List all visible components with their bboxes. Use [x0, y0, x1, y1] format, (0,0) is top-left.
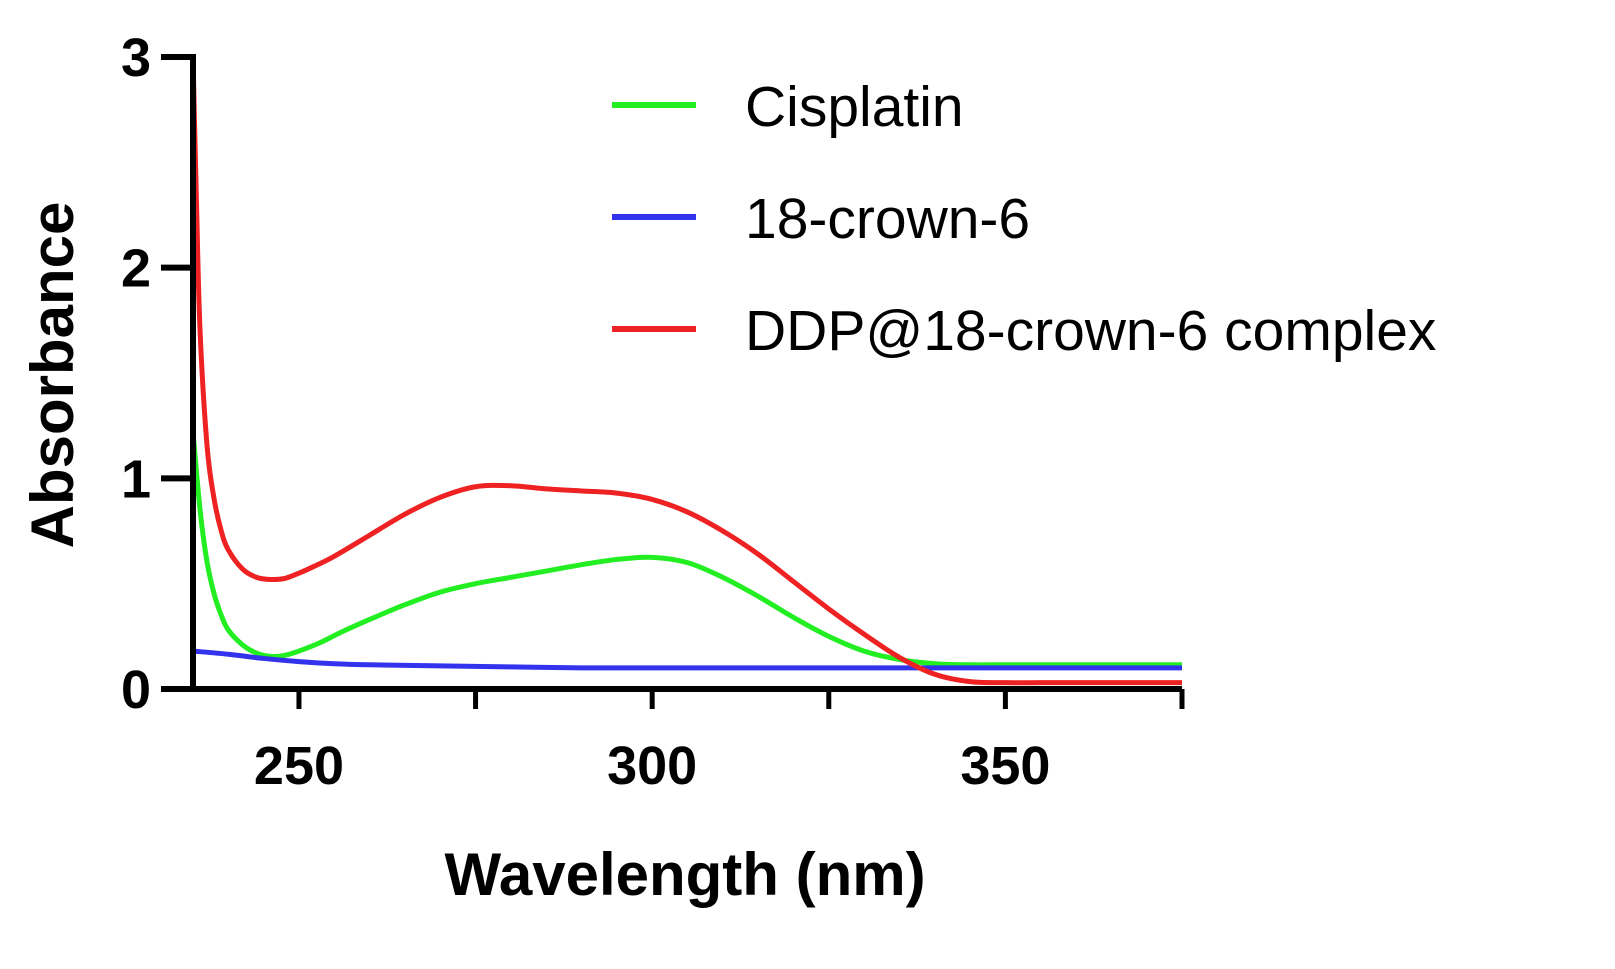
- plot-area: [190, 56, 1182, 686]
- legend-label-3: DDP@18-crown-6 complex: [745, 299, 1436, 363]
- series-line-1: [190, 431, 1182, 668]
- y-tick-label: 1: [121, 449, 151, 509]
- x-tick-label: 300: [607, 736, 697, 796]
- series-line-2: [192, 648, 1182, 671]
- y-tick-label: 0: [121, 660, 151, 720]
- axes: 0 1 2 3 250 300 350: [121, 28, 1185, 796]
- x-tick-label: 250: [254, 736, 344, 796]
- x-axis-title: Wavelength (nm): [444, 841, 925, 908]
- legend-label-1: Cisplatin: [745, 75, 964, 139]
- legend: Cisplatin 18-crown-6 DDP@18-crown-6 comple…: [612, 75, 1436, 363]
- series-line-3: [190, 56, 1182, 686]
- x-tick-label: 350: [960, 736, 1050, 796]
- y-axis-title: Absorbance: [19, 202, 86, 549]
- legend-label-2: 18-crown-6: [745, 187, 1030, 251]
- y-tick-label: 2: [121, 239, 151, 299]
- y-tick-label: 3: [121, 28, 151, 88]
